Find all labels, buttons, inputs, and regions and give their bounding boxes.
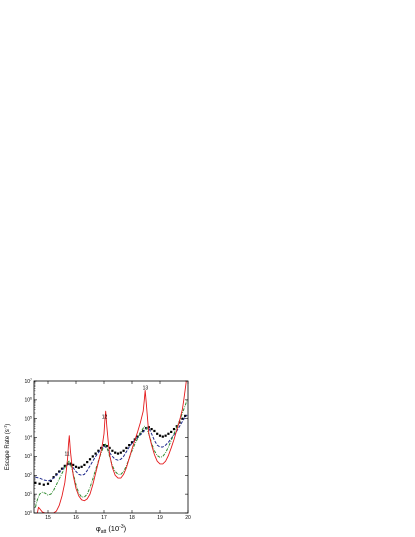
- series-line-dash: [35, 414, 188, 482]
- data-point: [172, 427, 176, 431]
- data-point: [86, 460, 89, 464]
- data-point: [58, 470, 61, 473]
- data-point: [42, 483, 45, 486]
- data-point: [170, 430, 173, 434]
- x-tick-label: 18: [129, 515, 135, 521]
- x-axis-unit-open: (10: [108, 524, 119, 533]
- data-point: [181, 417, 184, 420]
- data-point: [66, 462, 69, 466]
- plot-frame: [33, 380, 189, 514]
- x-axis-subscript: att: [101, 529, 107, 535]
- data-point: [108, 446, 111, 450]
- data-point: [142, 429, 145, 433]
- data-point: [88, 458, 92, 461]
- data-point: [97, 449, 100, 452]
- data-point: [116, 452, 120, 455]
- data-point: [72, 463, 75, 467]
- data-point: [136, 435, 139, 438]
- data-point: [60, 467, 64, 470]
- y-axis-label: Escape Rate (s: [5, 429, 11, 470]
- peak-label: 13: [143, 385, 149, 391]
- peak-annotations: 11 12 13: [64, 385, 148, 457]
- data-point: [91, 455, 94, 458]
- y-tick-label: 107: [24, 378, 32, 385]
- data-point: [38, 482, 41, 485]
- data-point: [178, 421, 181, 424]
- data-point: [153, 429, 156, 433]
- data-point: [125, 446, 128, 450]
- y-axis-exponent: -1: [3, 425, 8, 429]
- y-tick-label: 104: [24, 434, 32, 441]
- data-point: [164, 434, 167, 437]
- y-axis-title: Escape Rate (s-1): [3, 424, 12, 471]
- data-point: [105, 444, 108, 448]
- x-tick-label: 15: [45, 515, 51, 521]
- data-point: [63, 464, 66, 467]
- data-point: [119, 451, 122, 454]
- y-tick-label: 100: [24, 510, 32, 517]
- data-point: [130, 441, 134, 444]
- x-axis-title: φatt (10-3): [96, 524, 127, 535]
- y-tick-label: 106: [24, 397, 32, 404]
- data-point: [102, 444, 106, 447]
- x-tick-label: 17: [101, 515, 107, 521]
- data-point: [49, 479, 52, 483]
- data-point: [55, 473, 58, 476]
- data-point: [100, 446, 103, 450]
- x-axis-symbol: φ: [96, 524, 101, 533]
- data-point: [156, 432, 159, 435]
- data-point: [52, 476, 55, 479]
- data-point: [150, 427, 153, 431]
- x-axis-unit-close: ): [124, 524, 127, 533]
- x-tick-label: 16: [73, 515, 79, 521]
- x-axis-unit-exponent: -3: [119, 524, 124, 530]
- series-layer: [34, 381, 188, 513]
- data-point: [114, 451, 117, 454]
- axis-ticks: 15 16 17 18 19 20 100 101 102 103 104 105 106 107: [24, 378, 191, 521]
- x-tick-label: 20: [185, 515, 191, 521]
- y-axis-close: ): [5, 424, 11, 426]
- data-point: [158, 434, 162, 437]
- data-point: [77, 466, 80, 469]
- peak-label: 11: [64, 451, 69, 457]
- data-point: [46, 482, 50, 485]
- series-line-line: [36, 381, 188, 513]
- y-tick-label: 102: [24, 472, 32, 479]
- data-point: [161, 435, 164, 438]
- data-point: [94, 452, 97, 455]
- data-point: [69, 462, 72, 465]
- data-point: [111, 449, 114, 452]
- data-point: [147, 426, 150, 429]
- data-point: [184, 414, 187, 417]
- data-point: [83, 463, 86, 467]
- y-tick-label: 105: [24, 416, 32, 423]
- series-line-dashdot: [34, 399, 188, 508]
- data-point: [122, 449, 125, 452]
- data-point: [167, 432, 170, 435]
- y-tick-label: 103: [24, 453, 32, 460]
- x-tick-label: 19: [157, 515, 163, 521]
- y-tick-label: 101: [24, 491, 32, 498]
- peak-label: 12: [102, 415, 108, 421]
- data-point: [80, 465, 83, 468]
- data-point: [128, 444, 131, 447]
- data-point: [74, 465, 78, 468]
